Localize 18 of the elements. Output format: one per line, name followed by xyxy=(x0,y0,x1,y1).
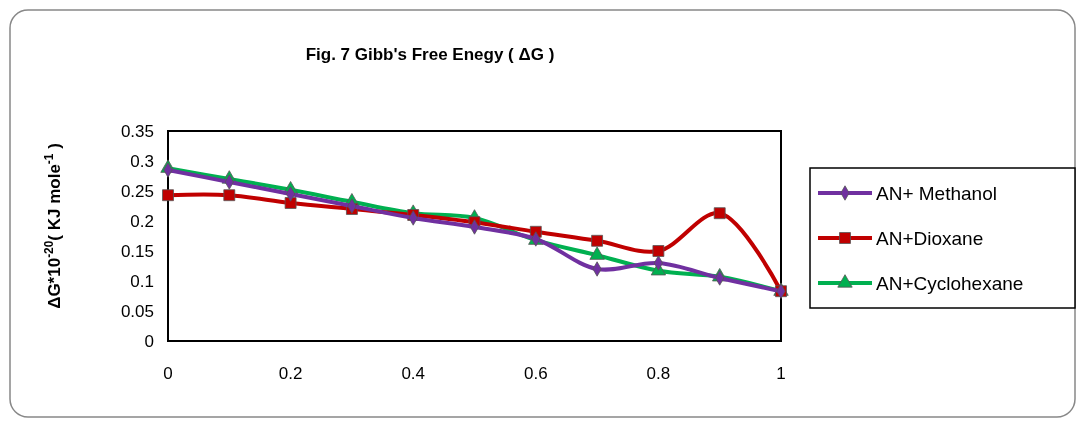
y-tick-label: 0.3 xyxy=(130,151,154,171)
x-tick-label: 0.6 xyxy=(523,364,548,383)
y-tick-label: 0.2 xyxy=(130,211,154,231)
y-tick-label: 0.25 xyxy=(120,181,154,201)
y-tick-label: 0.1 xyxy=(130,271,154,291)
y-tick-label: 0.05 xyxy=(120,301,154,321)
y-tick-label: 0 xyxy=(144,331,154,351)
chart-title: Fig. 7 Gibb's Free Enegy ( ΔG ) xyxy=(305,45,555,64)
legend-label: AN+Dioxane xyxy=(876,227,984,249)
y-tick-label: 0.35 xyxy=(120,121,154,141)
x-tick-label: 0 xyxy=(163,364,173,383)
legend-label: AN+ Methanol xyxy=(876,182,997,204)
x-tick-label: 0.4 xyxy=(401,364,426,383)
x-tick-label: 1 xyxy=(776,364,786,383)
y-tick-label: 0.15 xyxy=(120,241,154,261)
x-tick-label: 0.8 xyxy=(646,364,671,383)
x-tick-label: 0.2 xyxy=(278,364,303,383)
legend-label: AN+Cyclohexane xyxy=(876,272,1024,294)
